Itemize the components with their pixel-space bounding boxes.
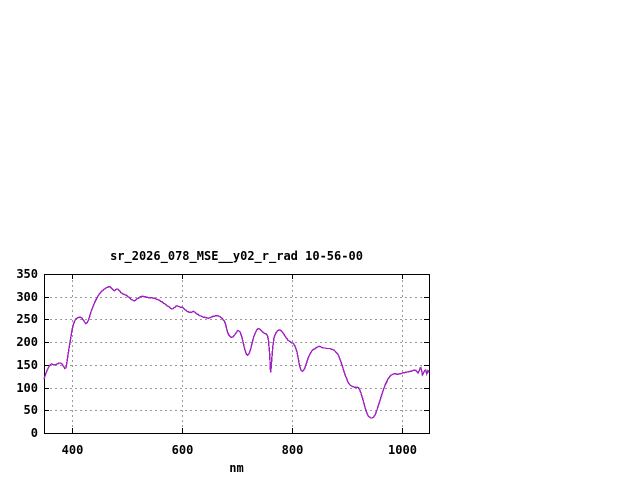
y-tick-label: 100 [16,381,38,395]
plot-frame [44,274,430,434]
y-tick-label: 0 [31,426,38,440]
chart-title: sr_2026_078_MSE__y02_r_rad 10-56-00 [110,249,363,264]
y-tick-label: 50 [24,403,38,417]
x-tick-label: 1000 [388,443,417,457]
y-tick-labels: 0 50 100 150 200 250 300 350 [16,267,38,440]
x-tick-labels: 400 600 800 1000 [62,443,417,457]
y-tick-label: 200 [16,335,38,349]
x-tick-label: 600 [172,443,194,457]
y-tick-label: 250 [16,312,38,326]
y-tick-label: 150 [16,358,38,372]
spectral-curve [43,286,430,419]
x-tick-label: 400 [62,443,84,457]
y-tick-label: 350 [16,267,38,281]
x-tick-label: 800 [282,443,304,457]
y-tick-label: 300 [16,290,38,304]
x-axis-label: nm [229,461,243,475]
grid-lines [45,275,428,432]
